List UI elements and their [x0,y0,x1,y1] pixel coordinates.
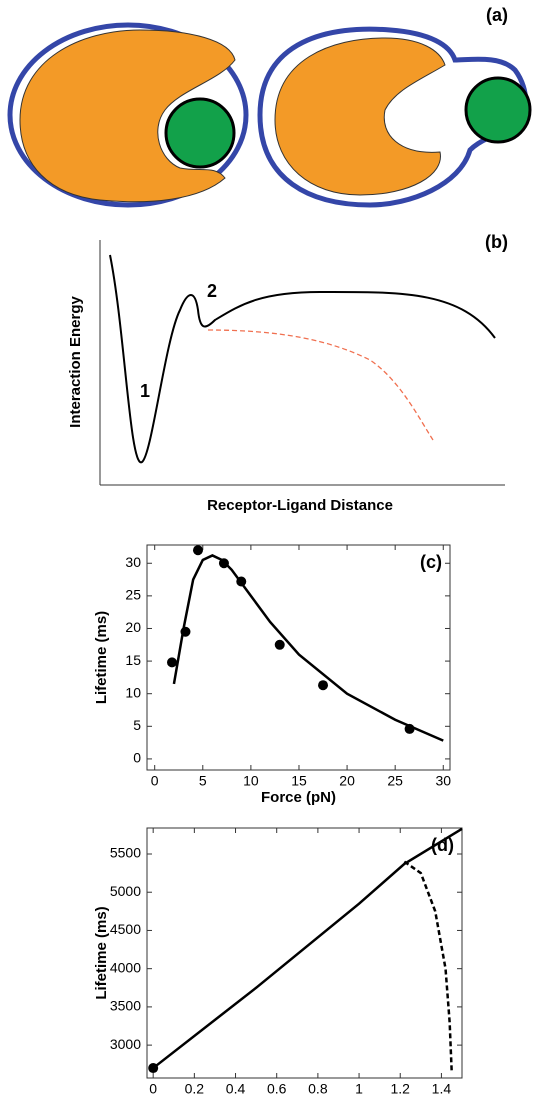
receptor [274,37,446,196]
x-tick-label: 0.8 [308,1081,328,1097]
line-series [172,554,444,742]
y-axis-title: Lifetime (ms) [93,906,110,999]
data-point [148,1063,159,1074]
data-point [167,657,178,668]
x-tick-label: 0.2 [185,1081,205,1097]
panel-label: (d) [431,835,454,855]
diagram-a: (a) [7,5,532,208]
panel-label: (a) [486,5,508,25]
receptor [19,29,236,203]
y-tick-label: 10 [125,684,141,700]
y-axis-title: Interaction Energy [67,295,84,427]
energy-curve [109,254,496,464]
x-tick-label: 0.4 [226,1081,246,1097]
annotation: 2 [207,281,217,301]
tilted-curve [207,329,434,441]
y-axis-title: Lifetime (ms) [93,611,110,704]
x-tick-label: 0 [149,1081,157,1097]
data-point [274,639,285,650]
y-tick-label: 30 [125,554,141,570]
cell-membrane [7,22,249,208]
y-tick-label: 3500 [110,998,141,1014]
x-tick-label: 25 [387,773,403,789]
x-tick-label: 20 [339,773,355,789]
x-tick-label: 1.4 [432,1081,452,1097]
y-tick-label: 5 [133,717,141,733]
panel-label: (c) [420,552,442,572]
y-tick-label: 0 [133,750,141,766]
plot-frame [146,827,463,1079]
x-axis-title: Force (pN) [261,789,336,806]
y-tick-label: 5500 [110,845,141,861]
x-tick-label: 15 [291,773,307,789]
y-tick-label: 20 [125,619,141,635]
y-tick-label: 3000 [110,1036,141,1052]
x-tick-label: 30 [435,773,451,789]
y-tick-label: 25 [125,587,141,603]
ligand [164,97,236,169]
data-point [318,680,329,691]
line-series [152,827,463,1070]
x-tick-label: 0 [151,773,159,789]
y-tick-label: 5000 [110,883,141,899]
ligand [464,76,532,144]
x-tick-label: 5 [199,773,207,789]
y-tick-label: 4500 [110,921,141,937]
x-axis-title: Receptor-Ligand Distance [207,497,393,514]
x-tick-label: 1.2 [391,1081,411,1097]
annotation: 1 [140,381,150,401]
data-point [192,545,203,556]
line-series [403,860,453,1072]
x-tick-label: 0.6 [267,1081,287,1097]
panel-b: (b) 1 2 Receptor-Ligand Distance Interac… [67,232,508,514]
y-tick-label: 4000 [110,959,141,975]
x-tick-label: 10 [243,773,259,789]
y-tick-label: 15 [125,652,141,668]
x-tick-label: 1 [355,1081,363,1097]
panel-label: (b) [485,232,508,252]
